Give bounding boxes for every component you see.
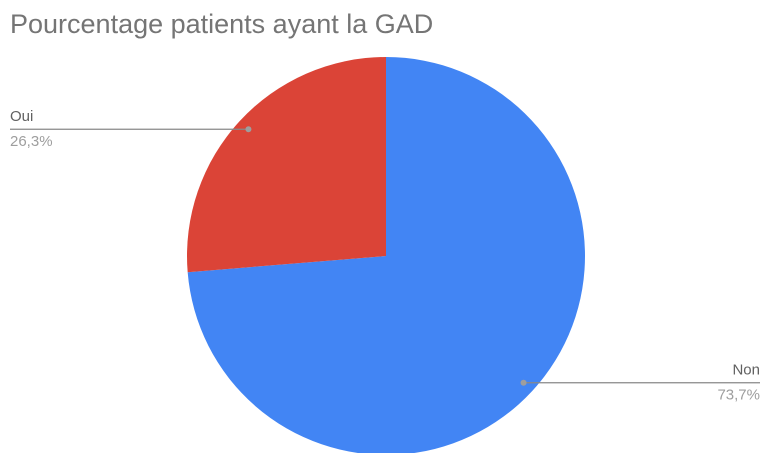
slice-value-label: 73,7% <box>717 387 760 404</box>
slice-value-label: 26,3% <box>10 133 53 150</box>
leader-dot <box>245 126 252 133</box>
leader-dot <box>520 379 527 386</box>
pie-slice <box>186 57 386 273</box>
chart-title: Pourcentage patients ayant la GAD <box>10 9 433 39</box>
slice-label: Non <box>732 362 760 379</box>
slice-label: Oui <box>10 108 33 125</box>
pie-slice <box>187 57 585 453</box>
